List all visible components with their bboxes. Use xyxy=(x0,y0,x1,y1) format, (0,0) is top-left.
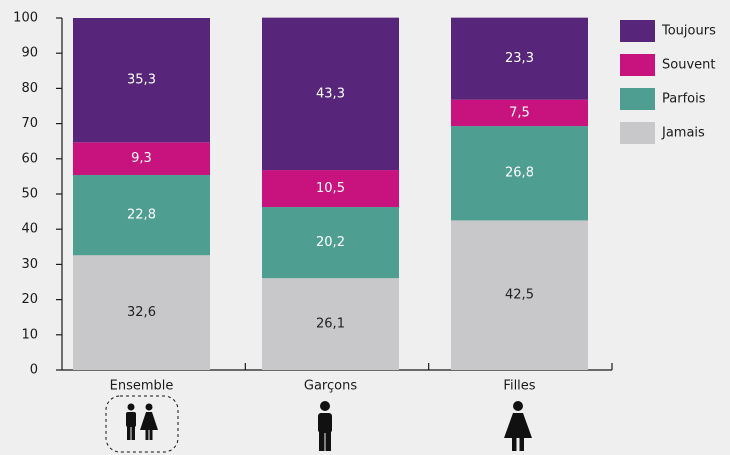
legend-label: Jamais xyxy=(661,126,705,141)
value-label: 22,8 xyxy=(127,208,156,223)
icon-man xyxy=(318,401,332,451)
y-tick-label: 60 xyxy=(21,151,38,166)
bar-segment xyxy=(262,170,399,208)
bar-segment xyxy=(73,142,210,175)
bar-segment xyxy=(73,174,210,256)
y-tick-label: 70 xyxy=(21,116,38,131)
legend-label: Souvent xyxy=(662,58,715,73)
bar-segment xyxy=(451,126,588,221)
icons xyxy=(105,395,532,453)
bar-segment xyxy=(73,18,210,143)
value-label: 23,3 xyxy=(505,51,534,66)
bar-segment xyxy=(262,207,399,279)
x-tick-label: Ensemble xyxy=(110,379,174,394)
value-label: 26,8 xyxy=(505,166,534,181)
legend-swatch xyxy=(620,88,655,110)
value-label: 9,3 xyxy=(131,151,152,166)
y-tick-label: 30 xyxy=(21,257,38,272)
value-label: 10,5 xyxy=(316,181,345,196)
value-label: 43,3 xyxy=(316,86,345,101)
y-tick-label: 90 xyxy=(21,46,38,61)
value-label: 20,2 xyxy=(316,235,345,250)
x-tick-label: Filles xyxy=(503,379,535,394)
y-tick-label: 40 xyxy=(21,222,38,237)
value-label: 7,5 xyxy=(509,105,530,120)
icon-frame xyxy=(105,395,179,453)
bar-segment xyxy=(262,278,399,370)
legend-label: Toujours xyxy=(661,24,716,39)
bar-segment xyxy=(451,99,588,127)
bar-segment xyxy=(73,255,210,370)
value-label: 26,1 xyxy=(316,317,345,332)
y-tick-label: 10 xyxy=(21,327,38,342)
value-label: 32,6 xyxy=(127,305,156,320)
icon-woman xyxy=(504,401,532,451)
bar-segment xyxy=(262,17,399,171)
icon-woman xyxy=(140,403,158,440)
y-tick-label: 100 xyxy=(13,11,38,26)
value-label: 42,5 xyxy=(505,288,534,303)
bar-segment xyxy=(451,220,588,370)
y-tick-label: 20 xyxy=(21,292,38,307)
y-tick-label: 50 xyxy=(21,187,38,202)
legend-swatch xyxy=(620,122,655,144)
legend-label: Parfois xyxy=(662,92,706,107)
x-tick-label: Garçons xyxy=(304,379,357,394)
y-tick-label: 80 xyxy=(21,81,38,96)
bar-segment xyxy=(451,17,588,100)
y-tick-label: 0 xyxy=(30,363,38,378)
legend-swatch xyxy=(620,20,655,42)
value-label: 35,3 xyxy=(127,73,156,88)
icon-man xyxy=(126,403,136,440)
legend-swatch xyxy=(620,54,655,76)
